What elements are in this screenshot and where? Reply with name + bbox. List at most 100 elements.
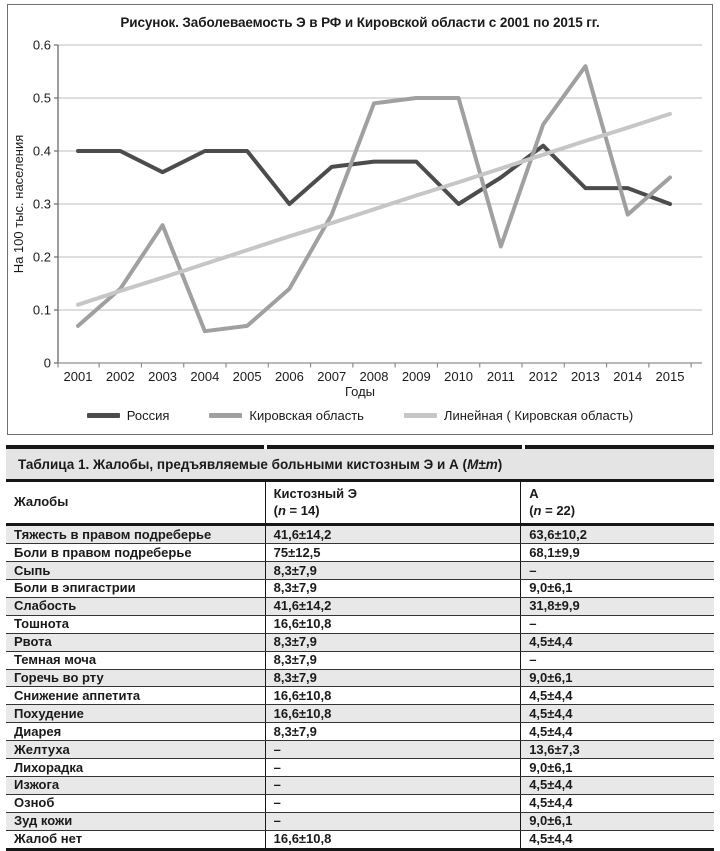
col-header-n: n bbox=[533, 502, 542, 518]
table-title-row: Таблица 1. Жалобы, предъявляемые больным… bbox=[6, 449, 714, 482]
value-cell-a: – bbox=[520, 615, 714, 634]
table-row: Тяжесть в правом подреберье 41,6±14,2 63,6… bbox=[6, 524, 714, 545]
legend-label: Кировская область bbox=[249, 408, 364, 423]
chart-x-axis-title: Годы bbox=[344, 384, 376, 399]
table-row: Тошнота 16,6±10,8– bbox=[6, 615, 714, 634]
value-cell-cystic: 8,3±7,9 bbox=[264, 579, 521, 598]
svg-text:2005: 2005 bbox=[233, 369, 262, 384]
table-title-text: Таблица 1. Жалобы, предъявляемые больным… bbox=[18, 457, 468, 472]
legend-item: Россия bbox=[86, 408, 169, 423]
complaint-cell: Изжога bbox=[6, 776, 266, 795]
svg-text:2009: 2009 bbox=[402, 369, 431, 384]
svg-text:2008: 2008 bbox=[360, 369, 389, 384]
value-cell-a: 4,5±4,4 bbox=[520, 830, 714, 851]
figure-box: Рисунок. Заболеваемость Э в РФ и Кировск… bbox=[7, 4, 713, 435]
svg-text:2012: 2012 bbox=[529, 369, 558, 384]
svg-text:0.6: 0.6 bbox=[33, 38, 51, 53]
legend-item: Линейная ( Кировская область) bbox=[403, 408, 634, 423]
value-cell-cystic: 16,6±10,8 bbox=[264, 830, 521, 851]
complaints-table-section: Таблица 1. Жалобы, предъявляемые больным… bbox=[6, 445, 714, 851]
legend-label: Линейная ( Кировская область) bbox=[443, 408, 634, 423]
table-header-row: Жалобы Кистозный Э (n = 14) А (n = 22) bbox=[6, 480, 714, 527]
table-row: Изжога –4,5±4,4 bbox=[6, 776, 714, 795]
svg-text:На 100 тыс. населения: На 100 тыс. населения bbox=[11, 135, 26, 274]
complaint-cell: Боли в эпигастрии bbox=[6, 579, 266, 598]
col-header-n-open: ( bbox=[273, 502, 278, 518]
table-row: Горечь во рту 8,3±7,9 9,0±6,1 bbox=[6, 669, 714, 688]
value-cell-a: 9,0±6,1 bbox=[520, 758, 714, 777]
col-header-cystic: Кистозный Э (n = 14) bbox=[264, 480, 521, 527]
value-cell-a: 4,5±4,4 bbox=[520, 794, 714, 813]
value-cell-a: 4,5±4,4 bbox=[520, 722, 714, 742]
complaint-cell: Снижение аппетита bbox=[6, 686, 266, 706]
complaint-cell: Боли в правом подреберье bbox=[6, 543, 266, 563]
col-header-n-value: = 22) bbox=[541, 502, 576, 518]
legend-swatch bbox=[209, 413, 243, 418]
value-cell-cystic: – bbox=[264, 812, 521, 831]
svg-text:0.2: 0.2 bbox=[33, 250, 51, 265]
value-cell-a: 4,5±4,4 bbox=[520, 704, 714, 724]
value-cell-cystic: 41,6±14,2 bbox=[264, 524, 521, 545]
complaint-cell: Желтуха bbox=[6, 740, 266, 760]
col-header-n-open: ( bbox=[529, 502, 534, 518]
svg-text:0.5: 0.5 bbox=[33, 91, 51, 106]
complaint-cell: Озноб bbox=[6, 794, 266, 813]
col-header-label: А bbox=[529, 486, 539, 501]
table-top-rule bbox=[6, 445, 714, 449]
table-row: Лихорадка –9,0±6,1 bbox=[6, 758, 714, 777]
value-cell-a: – bbox=[520, 561, 714, 580]
value-cell-a: 13,6±7,3 bbox=[520, 740, 714, 760]
svg-text:2002: 2002 bbox=[106, 369, 135, 384]
table-row: Жалоб нет 16,6±10,8 4,5±4,4 bbox=[6, 830, 714, 851]
svg-text:2013: 2013 bbox=[571, 369, 600, 384]
complaint-cell: Зуд кожи bbox=[6, 812, 266, 831]
table-body: Тяжесть в правом подреберье 41,6±14,2 63,6… bbox=[6, 524, 714, 851]
svg-text:2006: 2006 bbox=[275, 369, 304, 384]
value-cell-a: 68,1±9,9 bbox=[520, 543, 714, 563]
svg-text:2010: 2010 bbox=[444, 369, 473, 384]
top-rule-segment bbox=[267, 445, 523, 449]
table-row: Желтуха –13,6±7,3 bbox=[6, 740, 714, 760]
col-header-label: Кистозный Э bbox=[273, 486, 358, 501]
value-cell-cystic: 16,6±10,8 bbox=[264, 686, 521, 706]
complaint-cell: Лихорадка bbox=[6, 758, 266, 777]
value-cell-cystic: 75±12,5 bbox=[264, 543, 521, 563]
value-cell-cystic: – bbox=[264, 794, 521, 813]
value-cell-a: 4,5±4,4 bbox=[520, 686, 714, 706]
complaints-table: Таблица 1. Жалобы, предъявляемые больным… bbox=[6, 449, 714, 851]
value-cell-cystic: – bbox=[264, 776, 521, 795]
svg-text:0.1: 0.1 bbox=[33, 303, 51, 318]
complaint-cell: Диарея bbox=[6, 722, 266, 742]
col-header-label: Жалобы bbox=[14, 494, 69, 510]
table-title-close: ) bbox=[497, 457, 503, 472]
value-cell-a: 4,5±4,4 bbox=[520, 776, 714, 795]
legend-swatch bbox=[403, 413, 437, 418]
complaint-cell: Жалоб нет bbox=[6, 830, 266, 851]
legend-swatch bbox=[86, 413, 120, 418]
value-cell-a: 4,5±4,4 bbox=[520, 633, 714, 652]
table-row: Рвота 8,3±7,9 4,5±4,4 bbox=[6, 633, 714, 652]
complaint-cell: Горечь во рту bbox=[6, 669, 266, 688]
svg-text:2011: 2011 bbox=[487, 369, 515, 384]
value-cell-cystic: 8,3±7,9 bbox=[264, 651, 521, 670]
svg-text:2003: 2003 bbox=[148, 369, 177, 384]
top-rule-segment bbox=[525, 445, 714, 449]
value-cell-a: 31,8±9,9 bbox=[520, 597, 714, 616]
table-title: Таблица 1. Жалобы, предъявляемые больным… bbox=[6, 449, 714, 482]
table-row: Боли в правом подреберье 75±12,5 68,1±9,9 bbox=[6, 543, 714, 563]
table-title-em: M±m bbox=[467, 457, 498, 472]
svg-text:2004: 2004 bbox=[190, 369, 219, 384]
complaint-cell: Слабость bbox=[6, 597, 266, 616]
complaint-cell: Темная моча bbox=[6, 651, 266, 670]
table-row: Похудение 16,6±10,8 4,5±4,4 bbox=[6, 704, 714, 724]
table-row: Темная моча 8,3±7,9– bbox=[6, 651, 714, 670]
value-cell-cystic: 16,6±10,8 bbox=[264, 615, 521, 634]
value-cell-a: 9,0±6,1 bbox=[520, 579, 714, 598]
top-rule-segment bbox=[6, 445, 265, 449]
value-cell-cystic: 41,6±14,2 bbox=[264, 597, 521, 616]
table-row: Зуд кожи –9,0±6,1 bbox=[6, 812, 714, 831]
complaint-cell: Похудение bbox=[6, 704, 266, 724]
table-row: Сыпь 8,3±7,9– bbox=[6, 561, 714, 580]
svg-text:2007: 2007 bbox=[317, 369, 346, 384]
svg-text:2001: 2001 bbox=[64, 369, 93, 384]
